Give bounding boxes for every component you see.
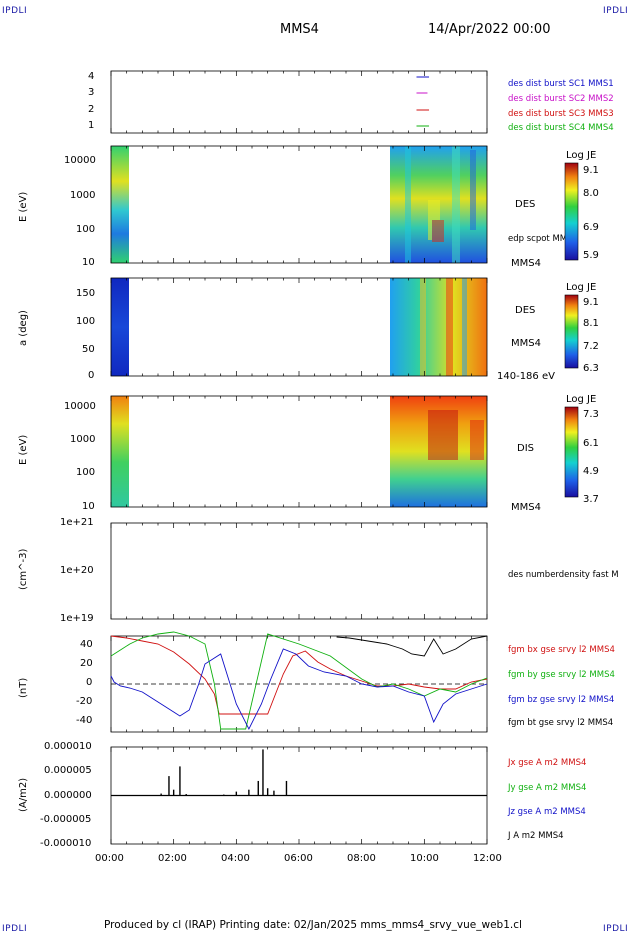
ytick-burst-3: 3 (88, 87, 95, 98)
legend-j: J A m2 MMS4 (508, 831, 564, 841)
ytick-des-energy-1000: 1000 (70, 190, 96, 201)
des-pitch-spectrogram-late (390, 278, 487, 376)
ytick-current-neg10: -0.000010 (40, 838, 92, 849)
colorbar-dis-energy (564, 406, 579, 498)
ytick-burst-4: 4 (88, 71, 95, 82)
xtick-0000: 00:00 (95, 853, 124, 864)
ytick-current-pos5: 0.000005 (44, 765, 92, 776)
label-des-pitch-range: 140-186 eV (497, 371, 555, 382)
xtick-0600: 06:00 (284, 853, 313, 864)
burst-intervals (416, 76, 430, 127)
ytick-des-energy-10: 10 (82, 257, 95, 268)
cbar2-title: Log JE (566, 282, 597, 293)
ytick-density-1e20: 1e+20 (60, 565, 94, 576)
ytick-burst-2: 2 (88, 104, 95, 115)
xtick-0800: 08:00 (347, 853, 376, 864)
header-date: 14/Apr/2022 00:00 (428, 22, 551, 37)
colorbar-des-pitch (564, 294, 579, 369)
ytick-des-energy-100: 100 (76, 224, 96, 235)
ytick-density-1e21: 1e+21 (60, 517, 94, 528)
cbar1-tick-2: 6.9 (583, 222, 599, 233)
fgm-series-line (110, 631, 488, 730)
ytick-current-0: 0.000000 (44, 790, 92, 801)
legend-fgm-bx: fgm bx gse srvy l2 MMS4 (508, 645, 615, 655)
cbar2-tick-1: 8.1 (583, 318, 599, 329)
ytick-fgm-0: 0 (86, 677, 93, 688)
ytick-current-neg5: -0.000005 (40, 814, 92, 825)
corner-logo-bottom-left: IPDLI (2, 924, 28, 934)
cbar3-tick-2: 4.9 (583, 466, 599, 477)
xtick-1200: 12:00 (473, 853, 502, 864)
legend-jx: Jx gse A m2 MMS4 (508, 758, 587, 768)
label-scpot: edp scpot MMS4 (508, 234, 578, 244)
des-energy-spectrogram-early (111, 146, 129, 263)
label-dis-energy: DIS (517, 443, 534, 454)
xtick-0400: 04:00 (221, 853, 250, 864)
label-des-energy-sc: MMS4 (511, 258, 541, 269)
legend-density: des numberdensity fast M (508, 570, 619, 580)
legend-burst-sc2: des dist burst SC2 MMS2 (508, 94, 614, 104)
corner-logo-top-right: IPDLI (603, 6, 629, 16)
cbar2-tick-2: 7.2 (583, 341, 599, 352)
ytick-fgm-20: 20 (80, 658, 93, 669)
cbar1-title: Log JE (566, 150, 597, 161)
fgm-series-line (110, 635, 488, 715)
current-traces (111, 749, 487, 797)
cbar3-tick-1: 6.1 (583, 438, 599, 449)
label-des-pitch: DES (515, 305, 536, 316)
footer-credits: Produced by cl (IRAP) Printing date: 02/… (104, 919, 522, 931)
corner-logo-bottom-right: IPDLI (603, 924, 629, 934)
ytick-dis-energy-10: 10 (82, 501, 95, 512)
dis-energy-spectrogram-early (111, 396, 129, 507)
ytick-fgm-neg20: -20 (76, 696, 93, 707)
header-spacecraft: MMS4 (280, 22, 319, 37)
legend-burst-sc4: des dist burst SC4 MMS4 (508, 123, 614, 133)
ytick-dis-energy-10000: 10000 (64, 401, 96, 412)
axis-ticks (110, 71, 488, 844)
cbar1-tick-3: 5.9 (583, 250, 599, 261)
ytick-dis-energy-1000: 1000 (70, 434, 96, 445)
cbar1-tick-0: 9.1 (583, 165, 599, 176)
ytick-des-pitch-0: 0 (88, 370, 95, 381)
fgm-series-line (336, 635, 488, 657)
ytick-dis-energy-100: 100 (76, 467, 96, 478)
ytick-des-pitch-50: 50 (82, 344, 95, 355)
legend-fgm-bt: fgm bt gse srvy l2 MMS4 (508, 718, 614, 728)
des-pitch-spectrogram-early (111, 278, 129, 376)
ytick-des-pitch-100: 100 (76, 316, 96, 327)
legend-jz: Jz gse A m2 MMS4 (508, 807, 586, 817)
cbar3-tick-3: 3.7 (583, 494, 599, 505)
label-des-pitch-sc: MMS4 (511, 338, 541, 349)
fgm-traces (110, 631, 488, 731)
cbar3-tick-0: 7.3 (583, 409, 599, 420)
legend-burst-sc1: des dist burst SC1 MMS1 (508, 79, 614, 89)
cbar2-tick-3: 6.3 (583, 363, 599, 374)
label-dis-energy-sc: MMS4 (511, 502, 541, 513)
label-des-energy: DES (515, 199, 536, 210)
spectrogram-texture (405, 146, 484, 460)
ytick-fgm-neg40: -40 (76, 715, 93, 726)
fgm-series-line (110, 648, 488, 731)
ytick-des-energy-10000: 10000 (64, 155, 96, 166)
ytick-des-pitch-150: 150 (76, 288, 96, 299)
xtick-0200: 02:00 (158, 853, 187, 864)
corner-logo-top-left: IPDLI (2, 6, 28, 16)
ytick-fgm-40: 40 (80, 639, 93, 650)
ytick-burst-1: 1 (88, 120, 95, 131)
colorbar-des-energy (564, 162, 579, 261)
legend-jy: Jy gse A m2 MMS4 (508, 783, 587, 793)
legend-fgm-by: fgm by gse srvy l2 MMS4 (508, 670, 615, 680)
cbar3-title: Log JE (566, 394, 597, 405)
cbar1-tick-1: 8.0 (583, 188, 599, 199)
ytick-current-pos10: 0.000010 (44, 741, 92, 752)
xtick-1000: 10:00 (410, 853, 439, 864)
legend-burst-sc3: des dist burst SC3 MMS3 (508, 109, 614, 119)
legend-fgm-bz: fgm bz gse srvy l2 MMS4 (508, 695, 615, 705)
cbar2-tick-0: 9.1 (583, 297, 599, 308)
ytick-density-1e19: 1e+19 (60, 613, 94, 624)
